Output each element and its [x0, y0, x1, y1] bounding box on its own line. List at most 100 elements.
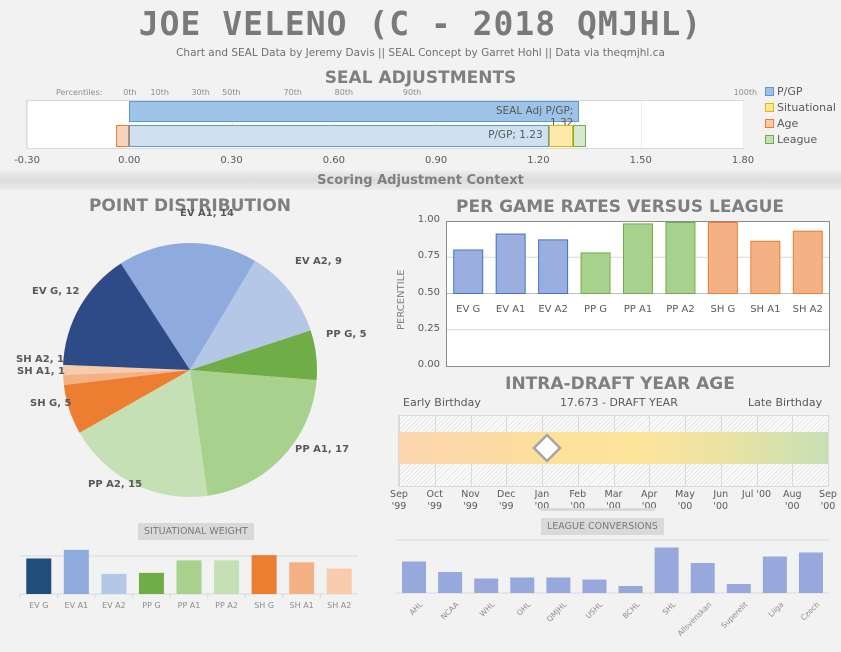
early-birthday-label: Early Birthday: [403, 396, 481, 409]
seal-x-tick: -0.30: [14, 155, 40, 166]
situational-weight-bar: [26, 558, 52, 594]
per-game-bar: [538, 239, 569, 295]
league-conversion-category-label: Liiga: [766, 600, 786, 619]
age-gridline: [828, 415, 829, 487]
seal-gridline: [129, 101, 131, 148]
league-conversion-category-label: Superelit: [719, 600, 750, 631]
situational-weight-category-label: EV A1: [64, 601, 89, 610]
pie-slice-pp-a2: [79, 370, 208, 497]
legend-swatch: [765, 119, 774, 128]
per-game-chart: [447, 221, 829, 331]
league-conversion-bar: [690, 563, 715, 593]
month-year: '99: [427, 501, 443, 512]
league-conversion-bar: [402, 561, 427, 593]
seal-gridline: [538, 101, 540, 148]
per-game-category-label: EV G: [456, 304, 481, 315]
per-game-category-label: EV A2: [538, 304, 568, 315]
seal-adjusted-bar: [129, 101, 580, 122]
pie-slice-ev-g: [63, 263, 190, 370]
age-month-label: Jul '00: [732, 489, 782, 513]
pie-label: EV A2, 9: [295, 256, 342, 267]
month-name: Sep: [819, 489, 837, 500]
situational-weight-bar: [138, 572, 164, 594]
per-game-category-label: PP G: [584, 304, 608, 315]
legend-item-situational: Situational: [765, 101, 836, 114]
percentile-tick: 80th: [334, 88, 354, 97]
month-name: Oct: [426, 489, 443, 500]
seal-component-age: [115, 125, 130, 147]
age-month-label: Oct '99: [420, 489, 450, 513]
pie-slice-ev-a1: [120, 243, 256, 370]
percentile-tick: 70th: [283, 88, 302, 97]
context-title: Scoring Adjustment Context: [317, 173, 524, 188]
per-game-y-label: PERCENTILE: [396, 269, 407, 330]
seal-chart-title: SEAL ADJUSTMENTS: [324, 68, 517, 88]
context-divider: [0, 171, 841, 190]
per-game-bar: [580, 252, 611, 294]
month-name: Feb: [569, 489, 587, 500]
per-game-category-label: SH A2: [792, 304, 823, 315]
situational-weight-chart: [19, 549, 358, 598]
league-conversion-category-label: WHL: [478, 600, 497, 619]
league-conversions-title: LEAGUE CONVERSIONS: [541, 518, 664, 535]
per-game-bar: [792, 230, 823, 294]
league-conversion-bar: [546, 577, 571, 593]
per-game-category-label: PP A2: [666, 304, 695, 315]
per-game-category-label: SH G: [710, 304, 736, 315]
league-conversion-category-label: NCAA: [439, 600, 461, 622]
per-game-category-label: PP A1: [623, 304, 653, 315]
month-year: '00: [570, 501, 586, 512]
seal-gridline: [640, 101, 642, 148]
league-conversion-category-label: AHL: [407, 600, 425, 617]
pie-label: SH G, 5: [30, 398, 72, 409]
per-game-y-tick: 0.25: [417, 322, 440, 334]
age-month-label: Mar '00: [599, 489, 629, 513]
age-month-label: Sep '99: [384, 489, 414, 513]
pie-slice-ev-a2: [190, 260, 311, 370]
age-month-label: Nov '99: [456, 489, 486, 513]
pie-label: EV A1, 14: [180, 208, 234, 219]
per-game-chart-title: PER GAME RATES VERSUS LEAGUE: [456, 197, 784, 217]
seal-x-tick: 1.80: [731, 155, 755, 166]
month-year: '99: [391, 501, 407, 512]
pie-label: SH A2, 1: [16, 354, 64, 365]
seal-component-label: P/GP; 1.23: [488, 129, 543, 141]
month-name: Aug: [782, 489, 802, 500]
month-name: Jul '00: [741, 489, 772, 500]
percentiles-label: Percentiles:: [56, 88, 103, 97]
age-scrollbar[interactable]: [540, 508, 655, 511]
seal-x-tick: 0.60: [322, 155, 345, 166]
age-gradient-band: [399, 432, 828, 464]
seal-gridline: [743, 101, 744, 148]
page-subtitle: Chart and SEAL Data by Jeremy Davis || S…: [176, 47, 665, 59]
draft-year-label: 17.673 - DRAFT YEAR: [560, 396, 678, 409]
situational-weight-category-label: EV G: [29, 601, 49, 610]
per-game-y-tick: 0.50: [417, 286, 440, 298]
month-year: '00: [713, 501, 729, 512]
legend-swatch: [765, 135, 774, 144]
league-conversion-bar: [618, 586, 643, 593]
situational-weight-bar: [101, 573, 127, 594]
league-conversion-category-label: Allsvenskan: [675, 600, 714, 638]
month-year: '00: [641, 501, 657, 512]
league-conversion-bar: [510, 577, 535, 593]
situational-weight-bar: [251, 555, 277, 594]
situational-weight-bar: [63, 549, 89, 594]
legend-swatch: [765, 87, 774, 96]
legend-label: Situational: [777, 101, 836, 114]
percentile-tick: 90th: [402, 88, 422, 97]
month-name: Jun: [713, 489, 729, 500]
seal-gridline: [231, 101, 233, 148]
seal-x-tick: 1.50: [629, 155, 652, 166]
pie-slice-pp-g: [190, 330, 317, 381]
month-year: '00: [677, 501, 693, 512]
age-month-label: Feb '00: [563, 489, 593, 513]
month-name: Mar: [604, 489, 623, 500]
situational-weight-category-label: PP A1: [177, 601, 201, 610]
seal-gridline: [333, 101, 335, 148]
age-marker-diamond: [532, 433, 562, 463]
situational-weight-bar: [176, 560, 202, 594]
month-year: '99: [463, 501, 478, 512]
percentile-tick: 10th: [150, 88, 169, 97]
pie-label: PP A1, 17: [295, 444, 350, 455]
